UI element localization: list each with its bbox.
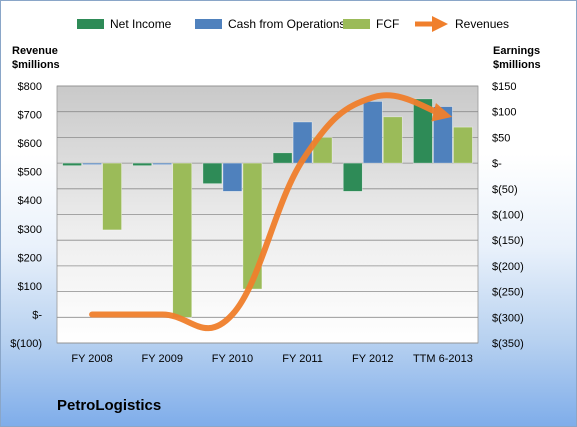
- left-tick-label: $500: [18, 167, 42, 179]
- category-label: FY 2010: [212, 353, 253, 365]
- bar-net-income: [132, 162, 153, 166]
- left-tick-label: $-: [32, 309, 42, 321]
- right-tick-label: $(200): [492, 261, 524, 273]
- right-tick-label: $150: [492, 81, 516, 93]
- legend-net-income-swatch: [77, 19, 104, 29]
- bar-fcf: [312, 137, 333, 164]
- bar-cash-from-operations: [82, 162, 102, 165]
- category-label: FY 2011: [282, 353, 323, 365]
- bar-fcf: [102, 162, 122, 231]
- left-tick-label: $800: [18, 81, 42, 93]
- right-tick-label: $(50): [492, 184, 518, 196]
- legend-fcf-label: FCF: [376, 17, 399, 31]
- bar-net-income: [342, 162, 363, 192]
- bar-cash-from-operations: [362, 101, 383, 164]
- category-label: TTM 6-2013: [413, 353, 473, 365]
- bar-net-income: [272, 152, 293, 164]
- category-label: FY 2008: [71, 353, 112, 365]
- legend-net-income-label: Net Income: [110, 17, 172, 31]
- right-tick-label: $(300): [492, 312, 524, 324]
- category-label: FY 2009: [142, 353, 183, 365]
- bar-fcf: [172, 162, 193, 318]
- right-tick-label: $(350): [492, 338, 524, 350]
- right-tick-label: $-: [492, 158, 502, 170]
- company-name: PetroLogistics: [57, 397, 162, 414]
- bar-net-income: [62, 162, 82, 166]
- left-tick-label: $300: [18, 224, 42, 236]
- bar-cash-from-operations: [222, 162, 243, 192]
- right-tick-label: $(100): [492, 210, 524, 222]
- legend-cash-from-operations-label: Cash from Operations: [228, 17, 345, 31]
- left-axis-title: $millions: [12, 59, 60, 71]
- right-tick-label: $100: [492, 107, 516, 119]
- left-axis-title: Revenue: [12, 45, 58, 57]
- bar-fcf: [453, 126, 473, 164]
- legend-cash-from-operations-swatch: [195, 19, 222, 29]
- left-tick-label: $700: [18, 110, 42, 122]
- bar-fcf: [382, 116, 403, 164]
- bar-fcf: [242, 162, 263, 290]
- bar-net-income: [202, 162, 223, 184]
- revenues-line: [89, 92, 453, 332]
- right-tick-label: $(250): [492, 287, 524, 299]
- bar-net-income: [413, 98, 433, 164]
- left-tick-label: $600: [18, 138, 42, 150]
- left-tick-label: $(100): [10, 338, 42, 350]
- left-tick-label: $200: [18, 252, 42, 264]
- left-tick-label: $100: [18, 281, 42, 293]
- right-tick-label: $(150): [492, 235, 524, 247]
- right-tick-label: $50: [492, 132, 510, 144]
- right-axis-title: Earnings: [493, 45, 540, 57]
- right-axis-title: $millions: [493, 59, 541, 71]
- legend-fcf-swatch: [343, 19, 370, 29]
- left-tick-label: $400: [18, 195, 42, 207]
- bar-cash-from-operations: [152, 162, 173, 165]
- legend-revenues-label: Revenues: [455, 17, 509, 31]
- category-label: FY 2012: [352, 353, 393, 365]
